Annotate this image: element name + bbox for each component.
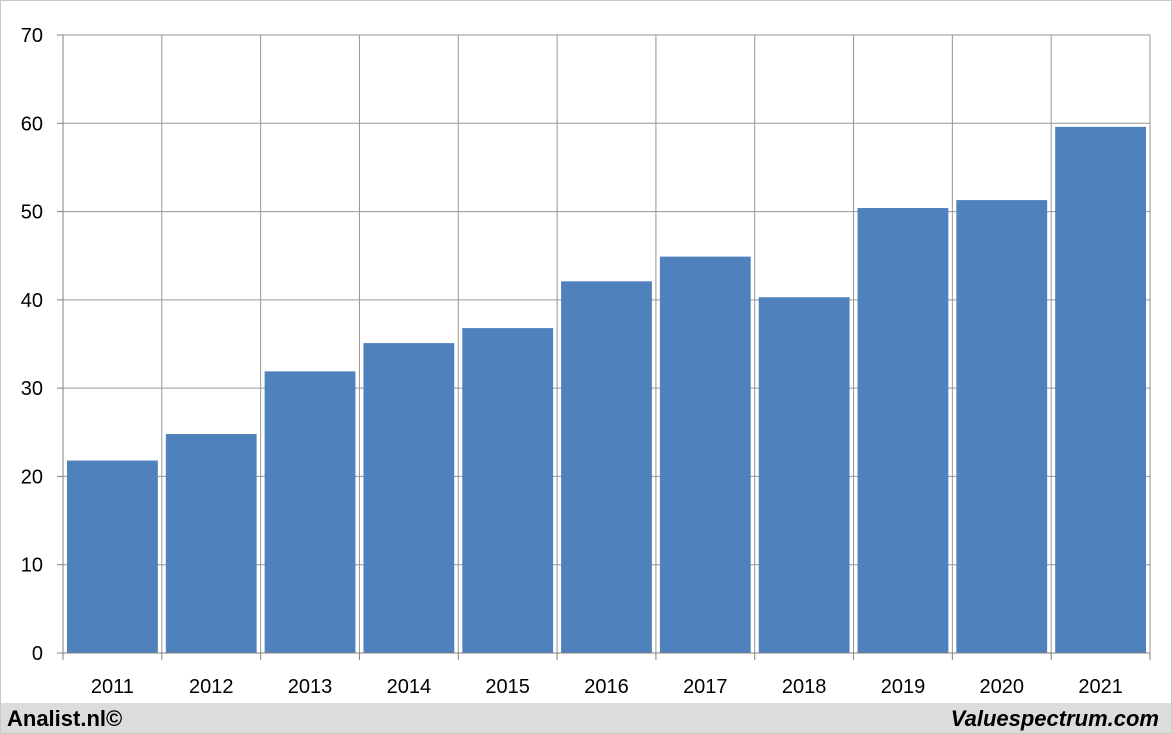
bar-2019 [857, 208, 949, 654]
footer-credit-left: Analist.nl© [7, 706, 123, 731]
y-tick-label: 20 [21, 466, 43, 488]
bar-2011 [67, 460, 158, 653]
y-tick-label: 60 [21, 113, 43, 135]
bar-2013 [264, 371, 356, 653]
axes [57, 34, 1151, 660]
x-tick-label: 2018 [782, 676, 827, 698]
footer-credit-right: Valuespectrum.com [950, 706, 1159, 731]
x-tick-label: 2020 [980, 676, 1025, 698]
bar-2020 [956, 200, 1048, 653]
y-tick-label: 0 [32, 643, 43, 665]
bar-chart: 0 10 20 30 40 50 60 70 2011 2012 2013 2014 2015 2016 2… [21, 25, 1151, 698]
x-tick-label: 2016 [584, 676, 629, 698]
x-tick-label: 2012 [189, 676, 234, 698]
x-tick-label: 2015 [485, 676, 530, 698]
footer-bar: Analist.nl© Valuespectrum.com [1, 703, 1171, 733]
x-tick-label: 2021 [1078, 676, 1123, 698]
y-tick-label: 70 [21, 25, 43, 47]
bar-2015 [462, 328, 554, 653]
bar-2021 [1055, 126, 1146, 654]
bars [67, 126, 1146, 654]
grid [62, 34, 1151, 653]
bar-2016 [561, 281, 652, 653]
x-tick-label: 2014 [387, 676, 432, 698]
x-tick-label: 2017 [683, 676, 728, 698]
x-tick-label: 2013 [288, 676, 333, 698]
y-tick-label: 10 [21, 555, 43, 577]
x-tick-label: 2011 [91, 676, 134, 698]
bar-2014 [363, 343, 455, 653]
x-tick-label: 2019 [881, 676, 926, 698]
bar-2017 [659, 256, 751, 653]
tick-labels: 0 10 20 30 40 50 60 70 2011 2012 2013 2014 2015 2016 2… [21, 25, 1123, 698]
y-tick-label: 30 [21, 378, 43, 400]
y-tick-label: 40 [21, 290, 43, 312]
bar-2018 [758, 297, 850, 653]
bar-2012 [165, 434, 257, 653]
y-tick-label: 50 [21, 202, 43, 224]
